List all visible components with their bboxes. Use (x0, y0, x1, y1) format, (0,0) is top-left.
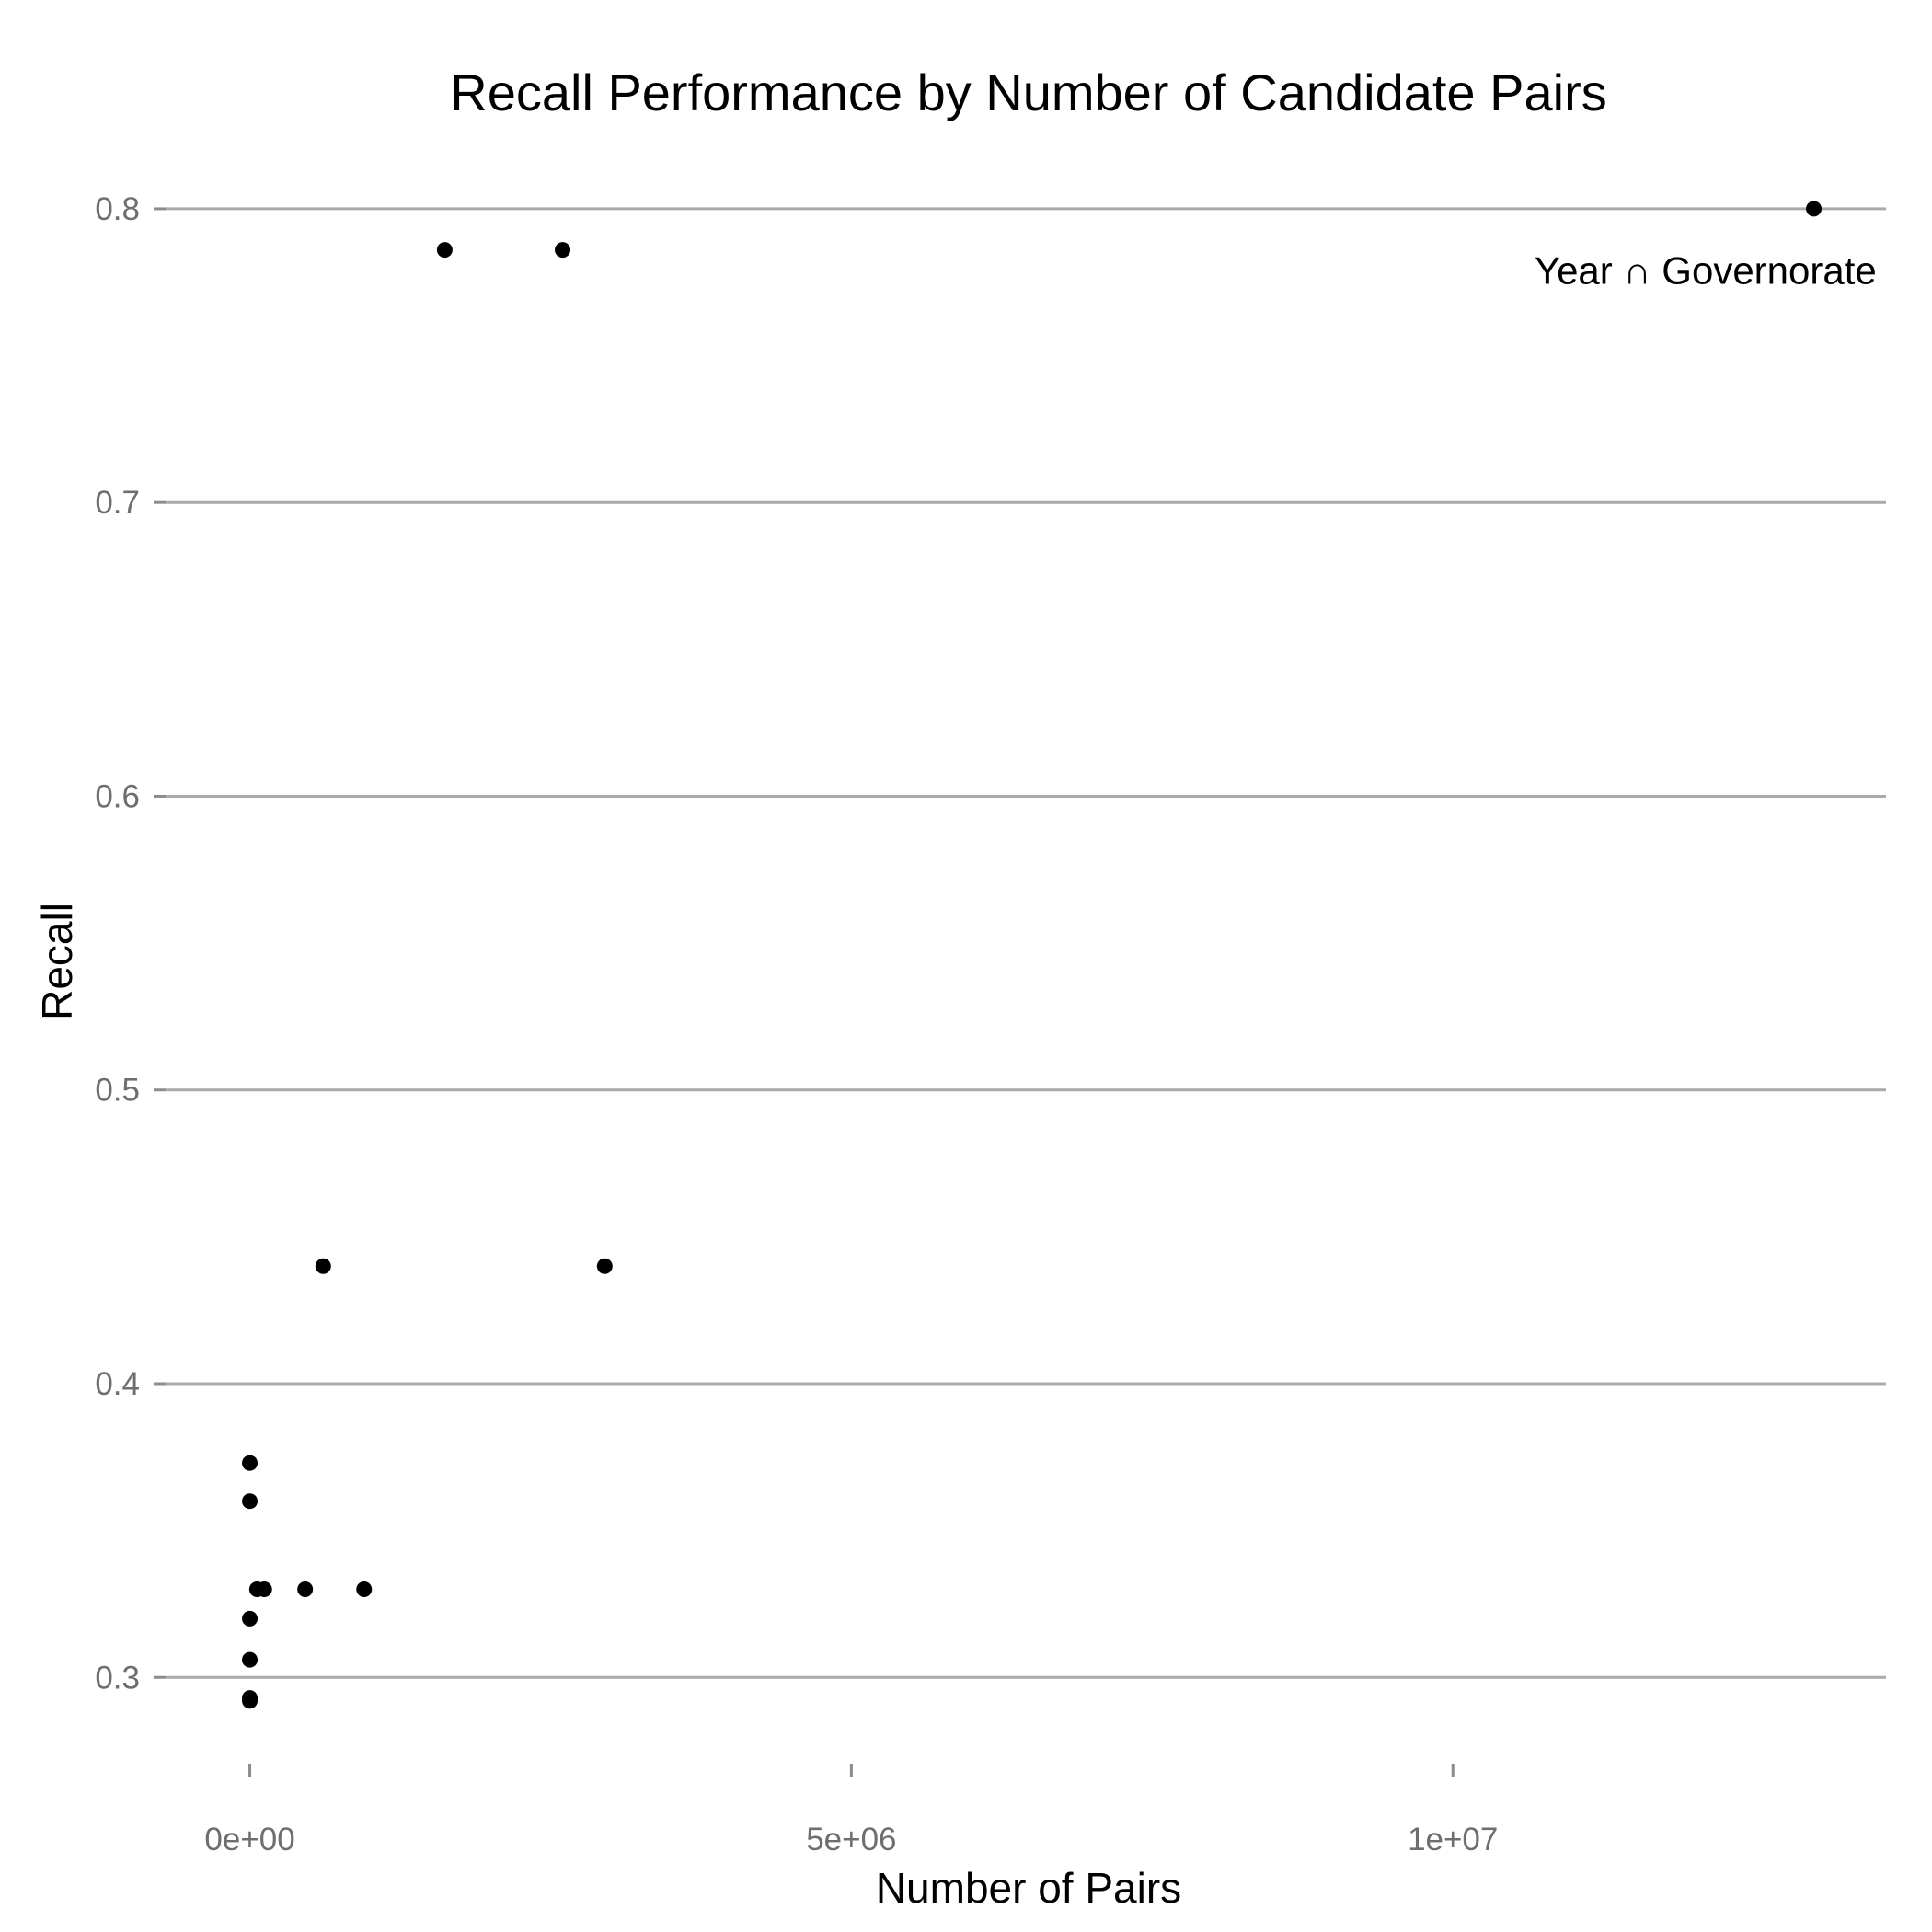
data-point-3 (315, 1258, 331, 1274)
data-point-10 (356, 1581, 373, 1597)
data-point-14 (242, 1693, 259, 1709)
y-tick-label-3: 0.6 (95, 778, 140, 814)
data-point-0 (1806, 201, 1823, 217)
x-tick-label-2: 1e+07 (1408, 1822, 1498, 1857)
x-axis-label: Number of Pairs (876, 1864, 1181, 1912)
data-point-9 (297, 1581, 314, 1597)
data-point-12 (242, 1651, 259, 1668)
annotations: Year ∩ Governorate (1535, 249, 1877, 293)
x-axis-ticks: 0e+00 5e+06 1e+07 (204, 1764, 1498, 1857)
x-tick-label-0: 0e+00 (204, 1822, 294, 1857)
y-tick-label-1: 0.4 (95, 1366, 140, 1402)
data-point-4 (596, 1258, 613, 1274)
data-point-11 (242, 1610, 259, 1627)
y-tick-label-2: 0.5 (95, 1073, 140, 1109)
data-point-5 (242, 1455, 259, 1471)
data-point-2 (555, 242, 571, 259)
grid-lines (166, 207, 1886, 1679)
data-points (242, 201, 1823, 1709)
x-tick-label-1: 5e+06 (806, 1822, 896, 1857)
data-point-1 (436, 242, 453, 259)
y-tick-label-4: 0.7 (95, 485, 140, 521)
y-tick-label-5: 0.8 (95, 191, 140, 227)
y-axis-label: Recall (33, 903, 81, 1020)
y-axis-ticks: 0.3 0.4 0.5 0.6 0.7 0.8 (95, 191, 166, 1696)
data-point-8 (256, 1581, 272, 1597)
chart-title: Recall Performance by Number of Candidat… (450, 63, 1606, 121)
annotation-label-0: Year ∩ Governorate (1535, 249, 1877, 293)
y-tick-label-0: 0.3 (95, 1660, 140, 1696)
data-point-6 (242, 1493, 259, 1510)
